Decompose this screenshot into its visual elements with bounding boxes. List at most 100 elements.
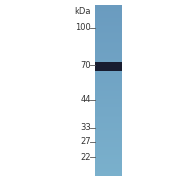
Bar <box>95 12 122 14</box>
Bar <box>95 137 122 139</box>
Bar <box>95 168 122 170</box>
Bar <box>95 154 122 156</box>
Bar <box>95 116 122 117</box>
Bar <box>95 80 122 82</box>
Bar <box>95 162 122 164</box>
Bar <box>95 125 122 127</box>
Bar <box>95 91 122 93</box>
Bar <box>95 9 122 11</box>
Bar <box>95 60 122 62</box>
Bar <box>95 53 122 55</box>
Bar <box>95 114 122 116</box>
Bar <box>95 59 122 61</box>
Bar <box>95 66 122 68</box>
Bar <box>95 164 122 166</box>
Bar <box>95 147 122 148</box>
Bar <box>95 29 122 31</box>
Bar <box>95 82 122 83</box>
Text: 33: 33 <box>80 123 91 132</box>
Bar <box>95 144 122 146</box>
Bar <box>95 33 122 35</box>
Bar <box>95 100 122 102</box>
Bar <box>95 26 122 28</box>
Bar <box>95 157 122 159</box>
Bar <box>95 14 122 15</box>
Bar <box>95 89 122 91</box>
Bar <box>95 108 122 110</box>
Bar <box>95 87 122 89</box>
Bar <box>95 74 122 76</box>
Bar <box>95 83 122 85</box>
Bar <box>95 48 122 50</box>
Bar <box>95 127 122 129</box>
Bar <box>95 118 122 120</box>
Bar <box>95 84 122 86</box>
Bar <box>95 45 122 47</box>
Text: 44: 44 <box>80 96 91 105</box>
Bar <box>95 50 122 52</box>
Bar <box>95 151 122 153</box>
Bar <box>95 123 122 125</box>
Bar <box>95 161 122 163</box>
Bar <box>95 57 122 59</box>
Bar <box>95 134 122 136</box>
Bar <box>95 11 122 13</box>
Bar <box>95 28 122 30</box>
Bar <box>95 90 122 92</box>
Bar <box>95 111 122 113</box>
Bar <box>95 5 122 7</box>
Bar <box>95 40 122 42</box>
Bar <box>95 35 122 37</box>
Bar <box>95 110 122 112</box>
Bar <box>95 30 122 32</box>
Bar <box>95 70 122 72</box>
Bar <box>95 94 122 96</box>
Bar <box>95 15 122 17</box>
Bar <box>95 36 122 38</box>
Bar <box>95 165 122 167</box>
Bar <box>95 132 122 134</box>
Bar <box>95 52 122 54</box>
Bar <box>95 96 122 98</box>
Bar <box>95 72 122 73</box>
Bar <box>95 135 122 137</box>
Bar <box>95 142 122 144</box>
Bar <box>95 18 122 20</box>
Text: kDa: kDa <box>75 8 91 17</box>
Bar <box>95 117 122 119</box>
Bar <box>95 23 122 25</box>
Bar <box>95 145 122 147</box>
Bar <box>95 49 122 51</box>
Bar <box>95 104 122 106</box>
Bar <box>95 8 122 10</box>
Bar <box>95 63 122 65</box>
Bar <box>95 76 122 78</box>
Bar <box>95 148 122 150</box>
Text: 70: 70 <box>80 60 91 69</box>
Bar <box>95 152 122 154</box>
Bar <box>95 113 122 115</box>
Bar <box>95 158 122 160</box>
Bar <box>95 159 122 161</box>
Text: 100: 100 <box>75 24 91 33</box>
Bar <box>95 107 122 109</box>
Bar <box>95 150 122 151</box>
Bar <box>95 56 122 58</box>
Bar <box>95 62 122 71</box>
Bar <box>95 131 122 133</box>
Bar <box>95 38 122 39</box>
Bar <box>95 101 122 103</box>
Bar <box>95 130 122 132</box>
Bar <box>95 86 122 88</box>
Bar <box>95 22 122 24</box>
Bar <box>95 73 122 75</box>
Bar <box>95 79 122 81</box>
Bar <box>95 25 122 27</box>
Bar <box>95 140 122 141</box>
Bar <box>95 6 122 8</box>
Bar <box>95 43 122 45</box>
Bar <box>95 19 122 21</box>
Text: 27: 27 <box>80 138 91 147</box>
Bar <box>95 121 122 123</box>
Bar <box>95 97 122 99</box>
